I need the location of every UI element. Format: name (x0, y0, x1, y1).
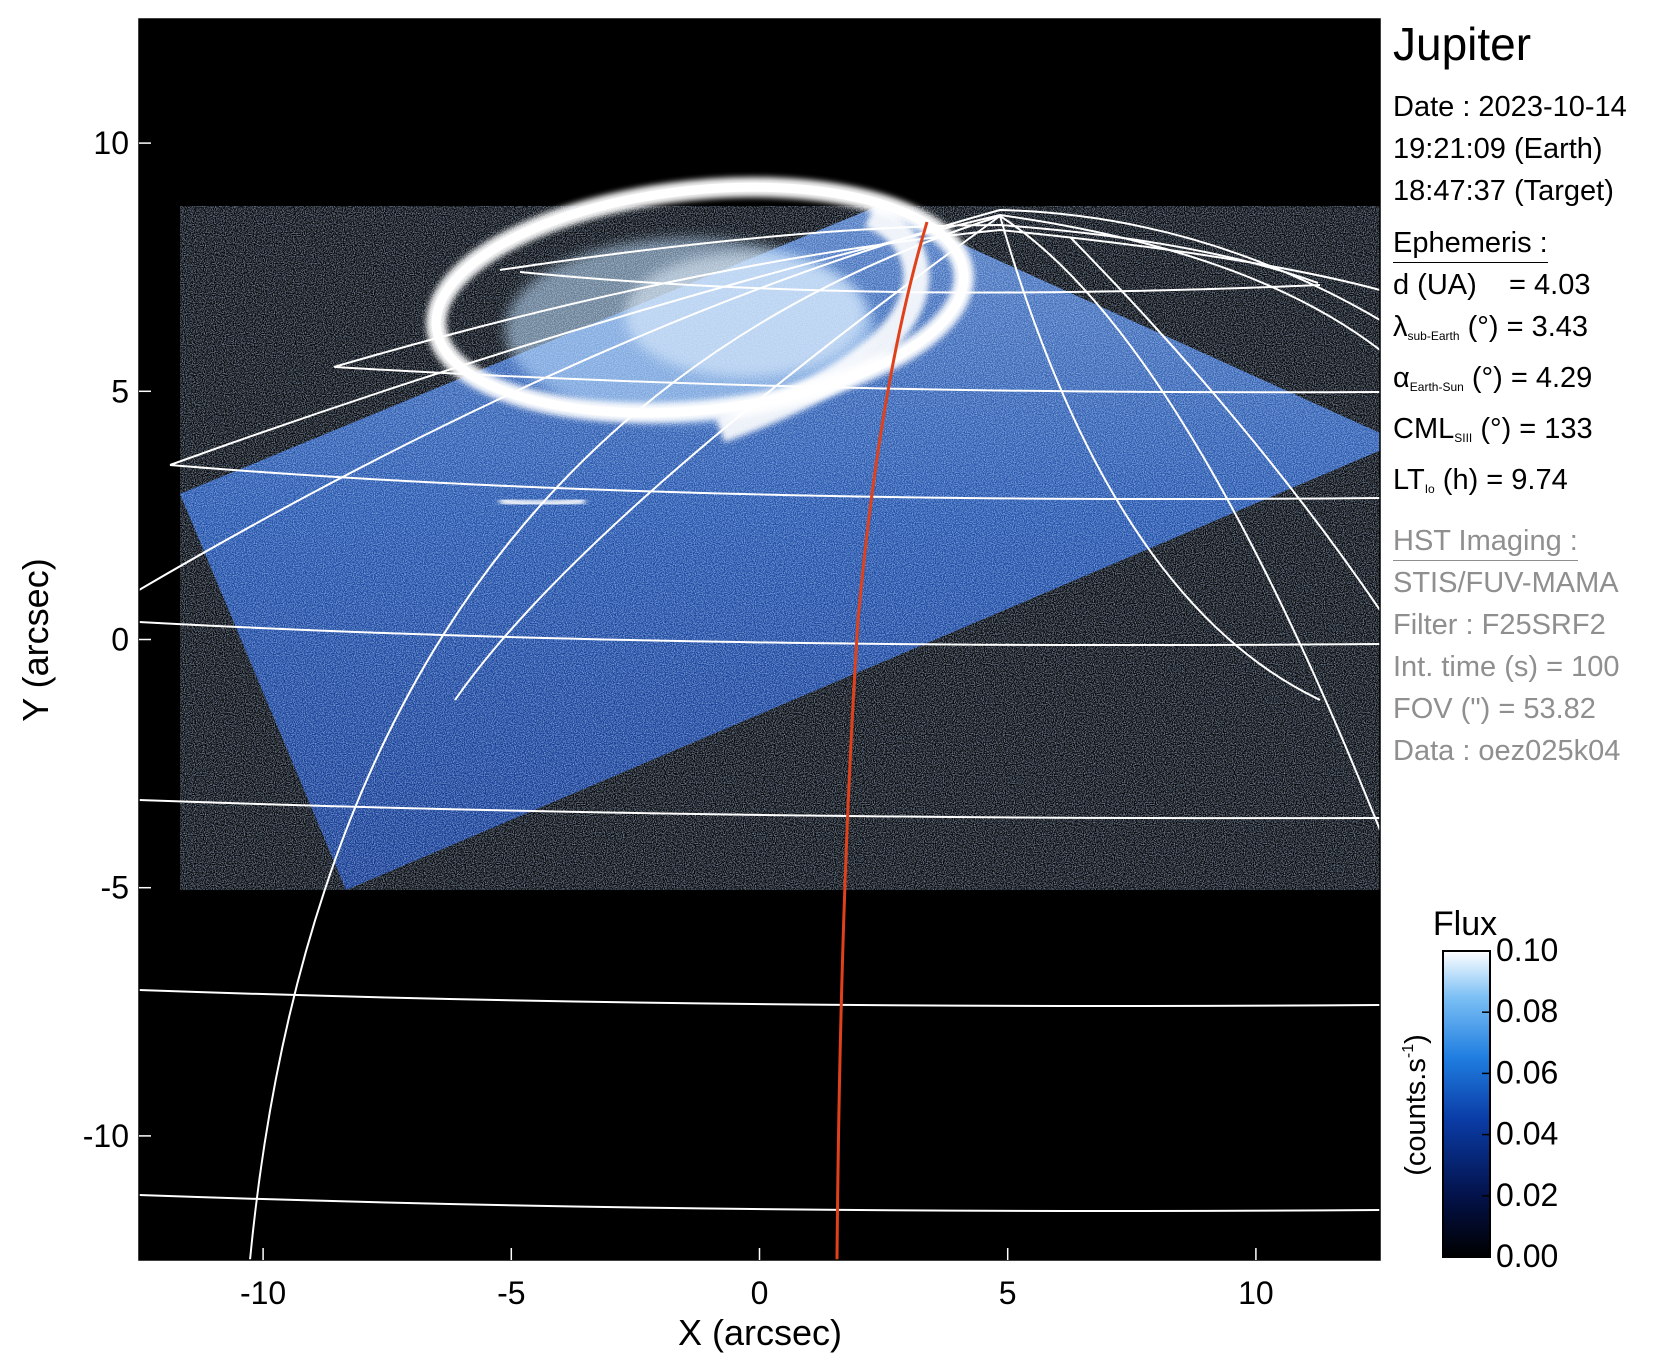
x-axis-label: X (arcsec) (678, 1312, 842, 1353)
target-time: 18:47:37 (Target) (1393, 175, 1614, 207)
y-tick-label: -5 (101, 870, 129, 906)
hst-instrument: STIS/FUV-MAMA (1393, 567, 1619, 599)
x-tick-label: -5 (497, 1275, 525, 1311)
colorbar-tick-label: 0.08 (1496, 993, 1558, 1029)
plot-area (139, 177, 1380, 1260)
x-tick-label: 0 (751, 1275, 769, 1311)
ephemeris-cml: CMLSIII (°) = 133 (1393, 413, 1593, 445)
hst-fov: FOV (") = 53.82 (1393, 693, 1596, 725)
y-tick-label: 0 (111, 622, 129, 658)
y-axis-label: Y (arcsec) (15, 558, 56, 721)
ephemeris-sub-earth: λsub-Earth (°) = 3.43 (1393, 311, 1589, 343)
aurora-emission (426, 177, 974, 508)
colorbar-tick-label: 0.10 (1496, 932, 1558, 968)
planet-title: Jupiter (1393, 18, 1532, 70)
hst-filter: Filter : F25SRF2 (1393, 609, 1606, 641)
colorbar-ticks: 0.10 0.08 0.06 0.04 0.02 0.00 (1482, 932, 1558, 1274)
colorbar-tick-label: 0.00 (1496, 1238, 1558, 1274)
distance-value: = 4.03 (1509, 269, 1591, 301)
y-tick-label: 5 (111, 373, 129, 409)
hst-int-time: Int. time (s) = 100 (1393, 651, 1620, 683)
y-axis-ticks: 10 5 0 -5 -10 (83, 125, 151, 1154)
distance-label: d (UA) (1393, 269, 1477, 301)
colorbar-tick-label: 0.02 (1496, 1177, 1558, 1213)
colorbar-scale (1442, 950, 1491, 1258)
y-tick-label: 10 (93, 125, 129, 161)
observation-date: Date : 2023-10-14 (1393, 91, 1627, 123)
info-panel: Jupiter Date : 2023-10-14 19:21:09 (Eart… (1393, 12, 1673, 772)
colorbar-title: Flux (1433, 905, 1497, 943)
colorbar-tick-label: 0.04 (1496, 1116, 1558, 1152)
hst-data-id: Data : oez025k04 (1393, 735, 1621, 767)
earth-time: 19:21:09 (Earth) (1393, 133, 1603, 165)
x-tick-label: -10 (240, 1275, 286, 1311)
ephemeris-phase-angle: αEarth-Sun (°) = 4.29 (1393, 362, 1593, 394)
colorbar: Flux 0.10 0.08 0.06 0.04 0.02 0.00 (counts.s-… (1400, 905, 1558, 1274)
colorbar-unit-label: (counts.s-1) (1400, 1034, 1432, 1176)
ephemeris-header: Ephemeris : (1393, 224, 1548, 263)
hst-header: HST Imaging : (1393, 522, 1578, 561)
colorbar-tick-label: 0.06 (1496, 1054, 1558, 1090)
planetary-grid (139, 208, 1380, 1260)
y-tick-label: -10 (83, 1118, 129, 1154)
x-tick-label: 10 (1238, 1275, 1274, 1311)
io-footpath (835, 221, 929, 1260)
ephemeris-lt: LTIo (h) = 9.74 (1393, 464, 1568, 496)
x-axis-ticks: -10 -5 0 5 10 (240, 1248, 1274, 1311)
ephemeris-distance: d (UA) = 4.03 (1393, 264, 1673, 306)
x-tick-label: 5 (999, 1275, 1017, 1311)
